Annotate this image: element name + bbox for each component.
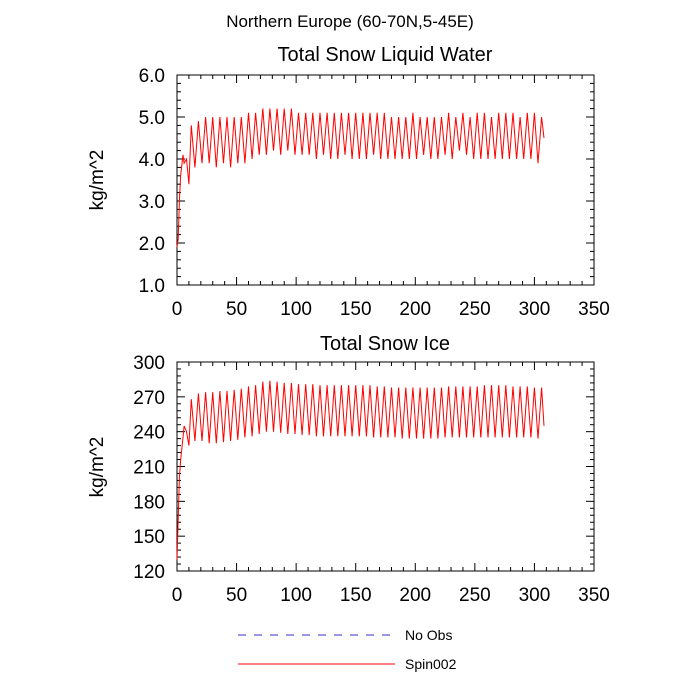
x-tick-label: 150 (340, 299, 372, 320)
y-tick-label: 240 (133, 423, 165, 444)
y-tick-label: 150 (133, 527, 165, 548)
x-tick-label: 100 (280, 299, 312, 320)
x-tick-label: 50 (226, 299, 247, 320)
y-tick-label: 6.0 (139, 66, 165, 87)
series-group (176, 108, 545, 248)
x-tick-label: 350 (578, 299, 610, 320)
x-tick-label: 0 (172, 585, 183, 606)
y-axis-label: kg/m^2 (87, 437, 108, 498)
x-tick-label: 100 (280, 585, 312, 606)
axis-ticks (176, 74, 595, 286)
series-line-spin002 (176, 380, 545, 560)
legend: No Obs Spin002 (238, 627, 457, 672)
y-tick-label: 5.0 (139, 108, 165, 129)
plot-frame (176, 361, 595, 572)
series-line-spin002 (176, 108, 545, 248)
x-tick-label: 50 (226, 585, 247, 606)
x-tick-label: 0 (172, 299, 183, 320)
x-tick-labels: 0 50 100 150 200 250 300 350 (172, 585, 610, 606)
x-tick-label: 200 (399, 585, 431, 606)
y-tick-label: 210 (133, 458, 165, 479)
y-tick-label: 270 (133, 388, 165, 409)
y-axis-label: kg/m^2 (87, 150, 108, 211)
panel-title: Total Snow Ice (320, 333, 450, 355)
x-tick-label: 250 (459, 299, 491, 320)
series-group (176, 380, 545, 560)
y-tick-labels: 1.0 2.0 3.0 4.0 5.0 6.0 (139, 66, 165, 297)
y-tick-label: 1.0 (139, 276, 165, 297)
x-tick-label: 150 (340, 585, 372, 606)
legend-label-no-obs: No Obs (405, 627, 452, 643)
legend-label-spin002: Spin002 (405, 656, 457, 672)
y-tick-label: 180 (133, 492, 165, 513)
y-tick-label: 120 (133, 562, 165, 583)
figure-title: Northern Europe (60-70N,5-45E) (226, 12, 474, 31)
plot-frame (176, 74, 595, 286)
x-tick-labels: 0 50 100 150 200 250 300 350 (172, 299, 610, 320)
y-tick-label: 4.0 (139, 150, 165, 171)
axis-ticks (176, 361, 595, 572)
x-tick-label: 300 (519, 299, 551, 320)
panel-snow-liquid-water: Total Snow Liquid Water 0 50 100 150 200 250 3… (87, 44, 610, 320)
panel-title: Total Snow Liquid Water (278, 44, 493, 66)
x-tick-label: 350 (578, 585, 610, 606)
y-tick-labels: 120 150 180 210 240 270 300 (133, 353, 165, 583)
x-tick-label: 300 (519, 585, 551, 606)
y-tick-label: 2.0 (139, 234, 165, 255)
x-tick-label: 250 (459, 585, 491, 606)
y-tick-label: 300 (133, 353, 165, 374)
x-tick-label: 200 (399, 299, 431, 320)
panel-snow-ice: Total Snow Ice 0 50 100 150 200 250 300 350 120… (87, 333, 610, 606)
y-tick-label: 3.0 (139, 192, 165, 213)
